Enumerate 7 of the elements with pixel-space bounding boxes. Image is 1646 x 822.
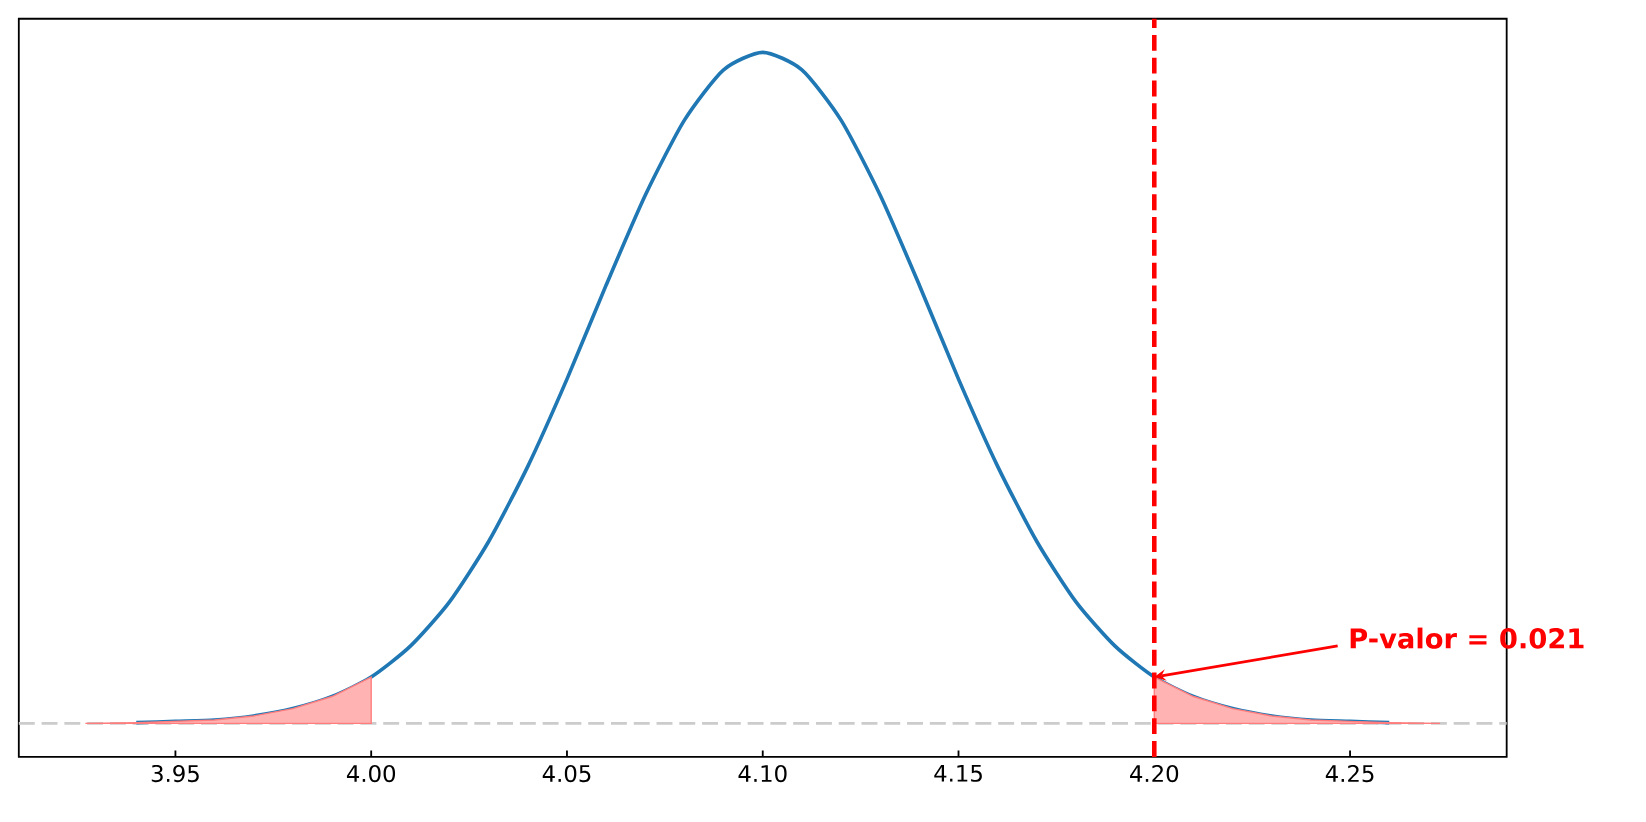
x-tick-label: 4.20 bbox=[1130, 765, 1179, 783]
x-tick-label: 4.15 bbox=[934, 765, 982, 783]
x-tick-label: 4.25 bbox=[1325, 765, 1374, 783]
x-tick-label: 4.00 bbox=[346, 765, 396, 783]
x-tick-label: 3.95 bbox=[151, 765, 199, 783]
x-tick-label: 4.10 bbox=[738, 765, 787, 783]
x-tick-label: 4.05 bbox=[542, 765, 591, 783]
